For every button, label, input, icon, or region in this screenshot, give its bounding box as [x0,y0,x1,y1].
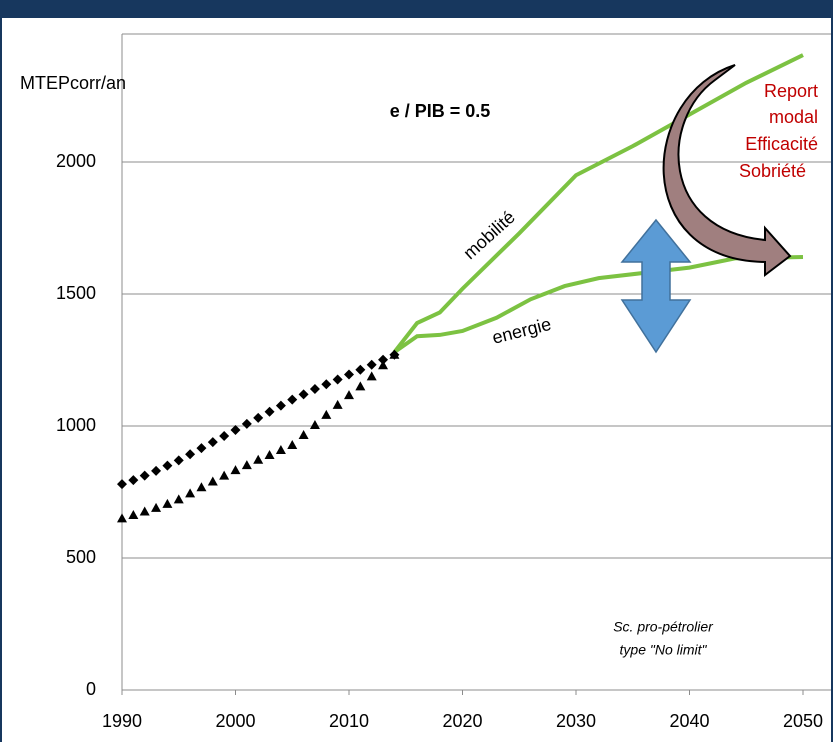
diamond-marker [185,449,196,460]
right-border [831,0,833,742]
triangle-marker [241,460,252,470]
triangle-marker [207,476,218,486]
triangle-marker [253,454,264,464]
triangle-marker [332,399,343,409]
diamond-marker [344,369,354,380]
diamond-marker [241,418,252,429]
triangle-marker [275,445,286,455]
annotation: Sc. pro-pétrolier [613,619,714,635]
triangle-marker [264,450,275,460]
diamond-marker [275,400,286,411]
annotation: e / PIB = 0.5 [390,101,491,121]
x-tick-label: 2050 [783,711,823,731]
diamond-marker [128,475,139,486]
diamond-marker [151,465,162,476]
diamond-marker [332,374,343,385]
triangle-marker [173,494,184,504]
annotation: Efficacité [745,134,818,154]
series-line [393,255,804,354]
x-tick-label: 2010 [329,711,369,731]
diamond-marker [378,354,389,365]
triangle-marker [196,482,207,492]
x-tick-label: 1990 [102,711,142,731]
triangle-marker [389,349,400,359]
triangle-marker [309,419,320,429]
diamond-marker [173,455,184,466]
triangle-marker [162,498,173,508]
triangle-marker [139,506,150,516]
top-bar [0,0,833,18]
diamond-marker [196,443,207,454]
triangle-marker [151,502,162,512]
diamond-marker [264,406,275,417]
diamond-marker [117,479,127,490]
diamond-marker [139,470,150,481]
diamond-marker [162,460,173,471]
x-tick-label: 2020 [442,711,482,731]
triangle-marker [230,465,241,475]
triangle-marker [366,371,377,381]
diamond-marker [355,364,366,375]
diamond-marker [253,412,264,423]
annotation: modal [769,107,818,127]
y-tick-label: 500 [66,547,96,567]
annotation: energie [490,314,553,348]
y-tick-label: 1000 [56,415,96,435]
annotation: Sobriété [739,161,806,181]
diamond-marker [309,384,320,395]
y-tick-label: 1500 [56,283,96,303]
diamond-marker [298,389,309,400]
diamond-marker [321,379,332,390]
triangle-marker [185,488,196,498]
diamond-marker [230,424,241,435]
series-line [392,53,804,354]
double-arrow [620,218,692,354]
annotation: mobilité [459,207,518,263]
triangle-marker [355,381,366,391]
x-tick-label: 2030 [556,711,596,731]
diamond-marker [207,437,218,448]
diamond-marker [219,431,230,442]
x-tick-label: 2040 [669,711,709,731]
annotation: type "No limit" [620,642,708,658]
triangle-marker [298,429,309,439]
diamond-marker [287,394,298,405]
diamond-marker [366,359,377,370]
curved-arrow [662,64,792,278]
triangle-marker [378,360,389,370]
triangle-marker [219,470,230,480]
y-axis-label: MTEPcorr/an [20,73,126,93]
triangle-marker [128,509,139,519]
triangle-marker [344,390,354,400]
left-border [0,0,2,742]
triangle-marker [117,513,127,523]
annotation: Report [764,81,818,101]
x-tick-label: 2000 [215,711,255,731]
triangle-marker [321,409,332,419]
y-tick-label: 0 [86,679,96,699]
triangle-marker [287,440,298,450]
y-tick-label: 2000 [56,151,96,171]
